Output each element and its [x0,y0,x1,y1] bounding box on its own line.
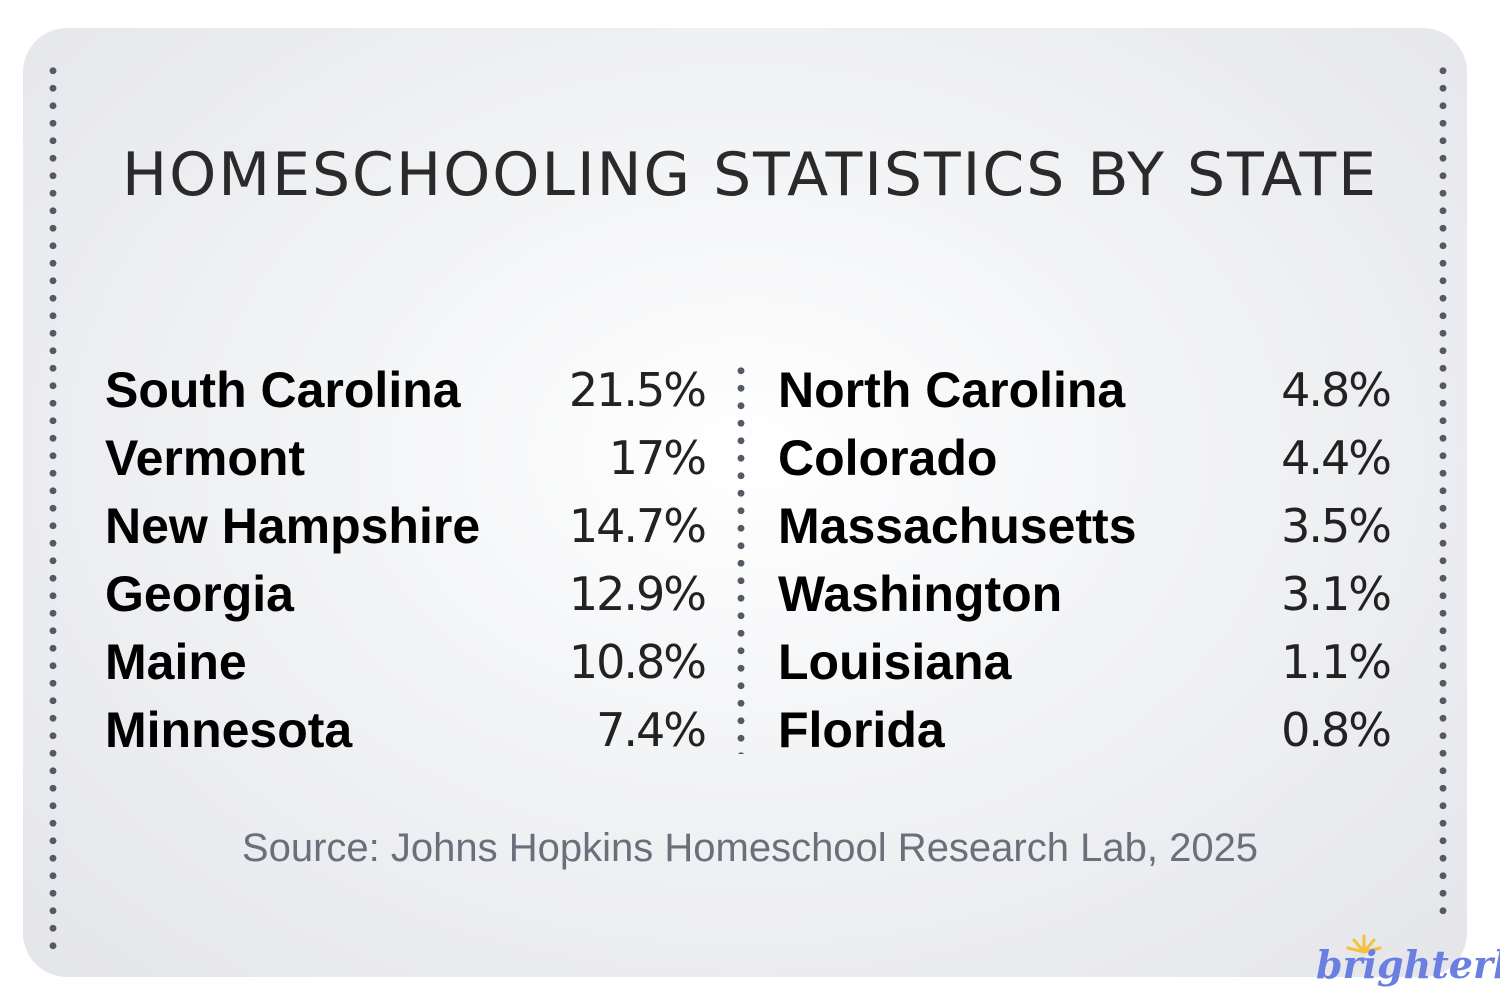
state-percentage: 12.9% [568,567,707,621]
table-row: Washington 3.1% [778,560,1392,628]
state-percentage: 4.8% [1281,363,1392,417]
table-row: Minnesota 7.4% [105,696,707,764]
state-name: Minnesota [105,702,353,758]
left-dotted-border [49,62,57,954]
state-percentage: 21.5% [568,363,707,417]
table-row: Louisiana 1.1% [778,628,1392,696]
state-percentage: 0.8% [1281,703,1392,757]
right-dotted-border [1439,62,1447,917]
infographic-card [23,28,1467,977]
table-row: Florida 0.8% [778,696,1392,764]
state-name: Louisiana [778,634,1012,690]
state-percentage: 3.5% [1281,499,1392,553]
table-row: Maine 10.8% [105,628,707,696]
table-row: Colorado 4.4% [778,424,1392,492]
source-note: Source: Johns Hopkins Homeschool Researc… [241,826,1259,870]
state-name: Vermont [105,430,306,486]
table-row: North Carolina 4.8% [778,356,1392,424]
table-row: New Hampshire 14.7% [105,492,707,560]
state-percentage: 14.7% [568,499,707,553]
state-name: New Hampshire [105,498,481,554]
table-row: Georgia 12.9% [105,560,707,628]
state-percentage: 7.4% [596,703,707,757]
state-percentage: 1.1% [1281,635,1392,689]
state-percentage: 17% [608,431,707,485]
sun-icon [1346,934,1382,954]
column-divider [737,362,745,754]
state-name: North Carolina [778,362,1126,418]
state-name: Washington [778,566,1063,622]
state-percentage: 4.4% [1281,431,1392,485]
brighterly-logo: brighterly [1312,930,1500,995]
state-name: Maine [105,634,247,690]
state-percentage: 10.8% [568,635,707,689]
logo-wordmark: brighterly [1316,942,1500,987]
table-row: Massachusetts 3.5% [778,492,1392,560]
state-name: Massachusetts [778,498,1137,554]
state-name: Georgia [105,566,294,622]
state-name: Florida [778,702,945,758]
state-name: South Carolina [105,362,461,418]
state-percentage: 3.1% [1281,567,1392,621]
state-name: Colorado [778,430,998,486]
table-row: Vermont 17% [105,424,707,492]
table-row: South Carolina 21.5% [105,356,707,424]
page-title: HOMESCHOOLING STATISTICS BY STATE [121,140,1379,210]
